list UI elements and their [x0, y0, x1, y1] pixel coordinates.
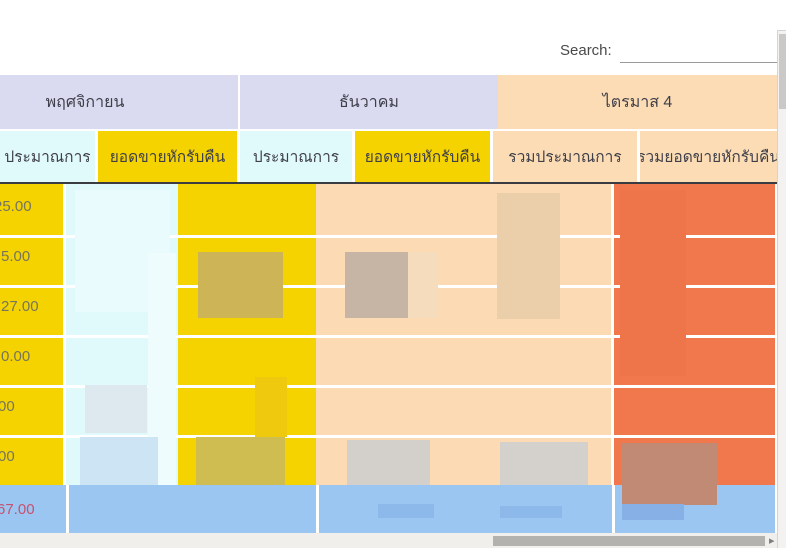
total-row-value: 67.00	[0, 501, 35, 518]
column-divider	[66, 485, 69, 533]
column-header-sales-nov[interactable]: ยอดขายหักรับคืน	[98, 131, 237, 182]
header-bottom-border	[0, 182, 777, 184]
table-body: 67.00 25.00 5.00 27.00 0.00 00 00	[0, 184, 777, 533]
row-divider	[0, 435, 775, 438]
column-header-sales-dec[interactable]: ยอดขายหักรับคืน	[355, 131, 490, 182]
cell-value: 5.00	[1, 248, 31, 265]
column-header-estimate-nov[interactable]: ประมาณการ	[0, 131, 95, 182]
vertical-scrollbar-thumb[interactable]	[779, 34, 786, 109]
row-divider	[0, 335, 775, 338]
column-divider	[316, 485, 319, 533]
row-divider	[0, 235, 775, 238]
cell-value: 00	[0, 398, 15, 415]
redacted-value	[622, 443, 717, 505]
cell-value: 00	[0, 448, 15, 465]
column-divider	[611, 184, 614, 533]
redacted-value	[622, 504, 684, 520]
cell-value: 27.00	[1, 298, 39, 315]
redacted-value	[500, 506, 562, 518]
horizontal-scrollbar-track[interactable]: ▸	[0, 533, 777, 548]
vertical-scrollbar-track[interactable]	[777, 30, 786, 548]
redacted-value	[378, 504, 434, 518]
scroll-right-arrow-icon[interactable]: ▸	[769, 535, 775, 547]
group-header-november: พฤศจิกายน	[0, 75, 238, 129]
horizontal-scrollbar-thumb[interactable]	[493, 536, 765, 546]
search-input[interactable]	[620, 38, 779, 63]
column-header-total-sales[interactable]: รวมยอดขายหักรับคืน	[640, 131, 777, 182]
column-header-total-estimate[interactable]: รวมประมาณการ	[493, 131, 637, 182]
group-header-december: ธันวาคม	[240, 75, 498, 129]
column-divider	[63, 184, 66, 533]
redacted-value	[345, 252, 408, 318]
redacted-value	[497, 193, 560, 319]
redacted-value	[408, 252, 438, 318]
redacted-value	[85, 385, 147, 433]
cell-value: 0.00	[1, 348, 31, 365]
search-label: Search:	[560, 42, 612, 59]
redacted-value	[198, 252, 283, 318]
column-header-estimate-dec[interactable]: ประมาณการ	[240, 131, 352, 182]
redacted-value	[347, 440, 430, 487]
redacted-value	[255, 377, 287, 437]
group-header-quarter4: ไตรมาส 4	[498, 75, 777, 129]
row-divider	[0, 385, 775, 388]
body-col-prev-sales	[0, 184, 63, 533]
cell-value: 25.00	[0, 198, 32, 215]
redacted-value	[620, 190, 686, 376]
body-right-edge	[775, 184, 777, 533]
column-divider	[612, 485, 615, 533]
